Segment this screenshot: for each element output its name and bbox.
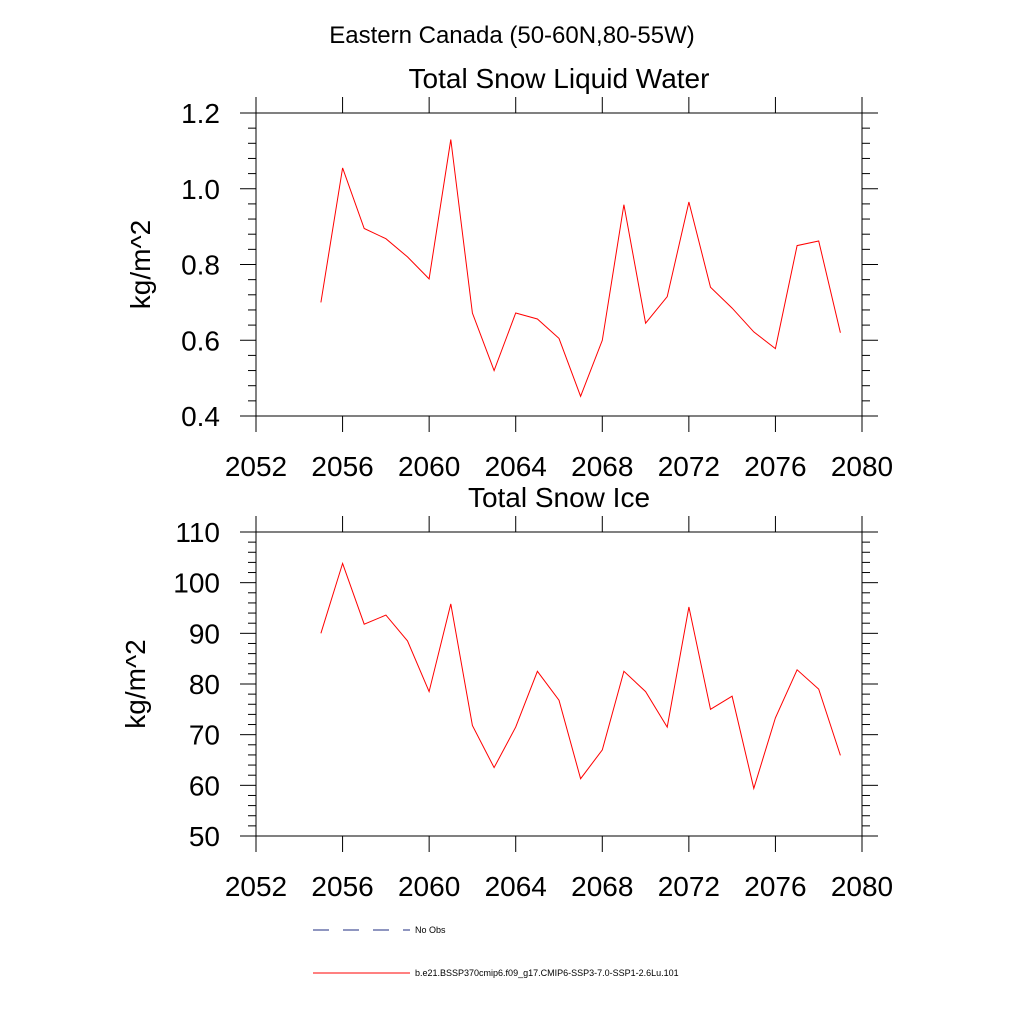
x-tick-label: 2056 — [311, 451, 373, 482]
series-line — [320, 139, 841, 398]
series-line — [320, 561, 841, 791]
x-tick-label: 2080 — [831, 871, 893, 902]
y-tick-label: 0.8 — [181, 250, 220, 281]
y-tick-label: 100 — [173, 568, 220, 599]
y-tick-label: 70 — [189, 720, 220, 751]
x-tick-label: 2080 — [831, 451, 893, 482]
x-tick-label: 2056 — [311, 871, 373, 902]
x-tick-label: 2060 — [398, 871, 460, 902]
legend-model-label: b.e21.BSSP370cmip6.f09_g17.CMIP6-SSP3-7.… — [415, 968, 679, 978]
x-tick-label: 2076 — [744, 451, 806, 482]
y-tick-label: 1.0 — [181, 174, 220, 205]
y-tick-label: 80 — [189, 669, 220, 700]
plot-frame — [255, 112, 863, 417]
y-tick-label: 110 — [175, 517, 220, 548]
x-tick-label: 2068 — [571, 871, 633, 902]
x-tick-label: 2060 — [398, 451, 460, 482]
snow-ice-panel: Total Snow Ice 2052 2056 2060 2064 2068 2072 20… — [120, 482, 893, 902]
y-tick-label: 90 — [189, 618, 220, 649]
y-axis-label: kg/m^2 — [120, 639, 151, 728]
legend-no-obs-label: No Obs — [415, 925, 446, 935]
x-tick-label: 2072 — [658, 871, 720, 902]
x-tick-label: 2052 — [225, 871, 287, 902]
panel-title: Total Snow Ice — [468, 482, 650, 513]
y-tick-label: 0.6 — [181, 325, 220, 356]
x-tick-label: 2072 — [658, 451, 720, 482]
x-tick-label: 2076 — [744, 871, 806, 902]
x-tick-label: 2052 — [225, 451, 287, 482]
y-tick-label: 60 — [189, 770, 220, 801]
figure-title: Eastern Canada (50-60N,80-55W) — [329, 22, 695, 49]
y-tick-label: 0.4 — [181, 401, 220, 432]
legend: No Obs b.e21.BSSP370cmip6.f09_g17.CMIP6-… — [313, 925, 679, 978]
y-tick-label: 50 — [189, 821, 220, 852]
panel-title: Total Snow Liquid Water — [409, 63, 710, 94]
x-tick-label: 2068 — [571, 451, 633, 482]
plot-frame — [255, 531, 863, 837]
y-tick-label: 1.2 — [181, 98, 220, 129]
y-axis-label: kg/m^2 — [125, 220, 156, 309]
snow-liquid-water-panel: Total Snow Liquid Water 2052 2056 2060 2064 2… — [125, 63, 893, 482]
x-tick-label: 2064 — [485, 871, 547, 902]
x-tick-label: 2064 — [485, 451, 547, 482]
